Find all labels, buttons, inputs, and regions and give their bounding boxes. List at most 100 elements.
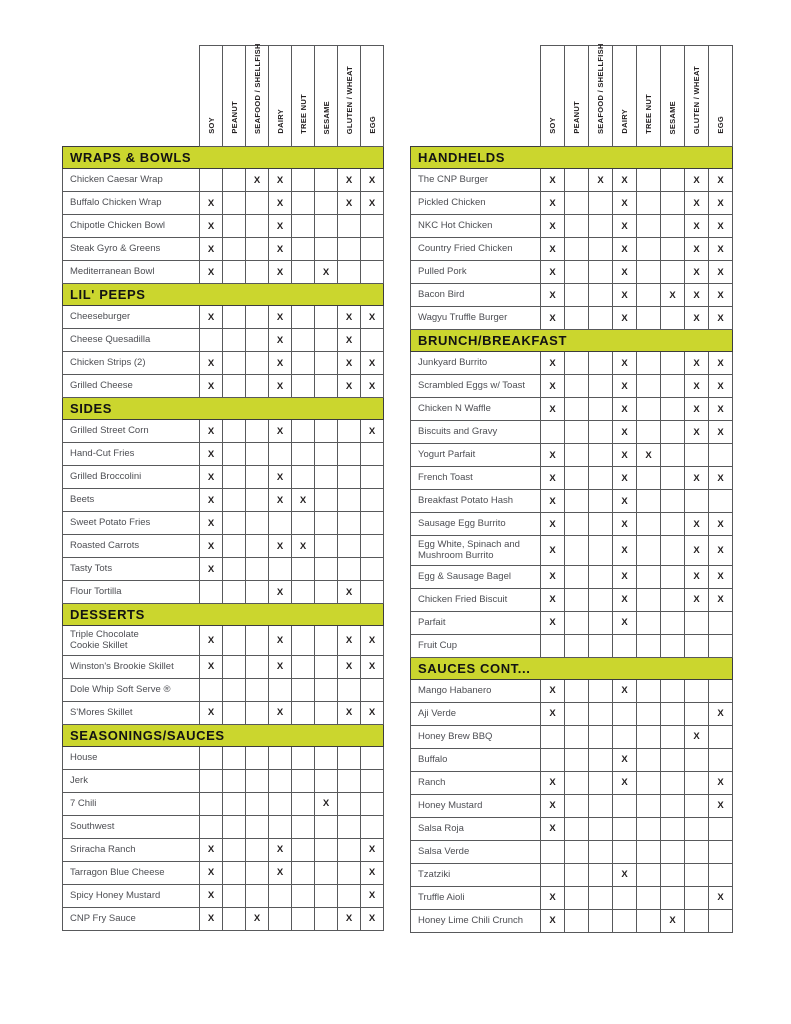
allergen-cell-peanut [222, 654, 246, 679]
allergen-cell-gluten_wheat [684, 747, 709, 772]
section-header: SEASONINGS/SAUCES [62, 723, 384, 747]
allergen-cell-sesame [660, 260, 685, 284]
allergen-cell-peanut [564, 816, 589, 841]
item-row: Honey Lime Chili Crunch X X [410, 908, 733, 933]
allergen-cell-peanut [222, 745, 246, 770]
allergen-cell-tree_nut [291, 214, 315, 238]
allergen-cell-gluten_wheat [684, 862, 709, 887]
item-label: Beets [62, 488, 200, 512]
allergen-cell-sesame [314, 654, 338, 679]
allergen-cell-seafood_shellfish [245, 814, 269, 839]
allergen-cell-soy: X [540, 610, 565, 635]
allergen-cell-seafood_shellfish [245, 791, 269, 816]
item-label: Cheese Quesadilla [62, 328, 200, 352]
allergen-cell-gluten_wheat: X [684, 397, 709, 421]
allergen-cell-seafood_shellfish [245, 745, 269, 770]
allergen-cell-tree_nut [291, 883, 315, 908]
allergen-cell-soy: X [199, 465, 223, 489]
allergen-cell-soy: X [199, 419, 223, 443]
section-band-row: SIDES [62, 397, 384, 420]
allergen-cell-soy: X [540, 587, 565, 612]
allergen-cell-sesame [660, 374, 685, 398]
item-row: Fruit Cup [410, 633, 733, 658]
allergen-cell-gluten_wheat: X [337, 168, 361, 192]
allergen-cell-peanut [564, 168, 589, 192]
item-row: Grilled Broccolini X X [62, 465, 384, 489]
allergen-cell-egg: X [360, 351, 384, 375]
allergen-cell-dairy: X [612, 214, 637, 238]
item-row: Beets X X X [62, 488, 384, 512]
allergen-cell-dairy [612, 885, 637, 910]
allergen-cell-sesame [660, 489, 685, 513]
allergen-cell-egg: X [708, 237, 733, 261]
allergen-cell-peanut [222, 442, 246, 466]
item-row: Chipotle Chicken Bowl X X [62, 214, 384, 238]
allergen-cell-tree_nut [636, 351, 661, 375]
allergen-cell-tree_nut: X [636, 443, 661, 467]
allergen-cell-gluten_wheat [684, 908, 709, 933]
allergen-cell-peanut [564, 443, 589, 467]
allergen-cell-peanut [564, 374, 589, 398]
allergen-cell-tree_nut [636, 678, 661, 703]
item-label: Spicy Honey Mustard [62, 883, 200, 908]
allergen-cell-tree_nut [291, 580, 315, 604]
item-label: Winston's Brookie Skillet [62, 654, 200, 679]
allergen-cell-egg [360, 214, 384, 238]
allergen-cell-tree_nut [636, 908, 661, 933]
column-header-label-soy: SOY [548, 117, 557, 134]
item-label: Hand-Cut Fries [62, 442, 200, 466]
allergen-cell-soy [540, 862, 565, 887]
allergen-cell-soy [199, 791, 223, 816]
allergen-cell-dairy [268, 745, 292, 770]
item-label: CNP Fry Sauce [62, 906, 200, 931]
item-label: Tarragon Blue Cheese [62, 860, 200, 885]
item-label: Mediterranean Bowl [62, 260, 200, 284]
allergen-cell-dairy: X [612, 374, 637, 398]
item-label: NKC Hot Chicken [410, 214, 541, 238]
allergen-cell-tree_nut [291, 419, 315, 443]
allergen-cell-sesame [314, 305, 338, 329]
item-row: Steak Gyro & Greens X X [62, 237, 384, 261]
allergen-cell-soy: X [540, 237, 565, 261]
item-row: Triple Chocolate Cookie Skillet X X X X [62, 625, 384, 656]
allergen-cell-dairy [268, 791, 292, 816]
allergen-cell-peanut [564, 724, 589, 749]
item-row: Tarragon Blue Cheese X X X [62, 860, 384, 885]
allergen-cell-peanut [564, 191, 589, 215]
allergen-cell-sesame [660, 443, 685, 467]
allergen-cell-gluten_wheat [337, 442, 361, 466]
item-row: 7 Chili X [62, 791, 384, 816]
item-label: Salsa Roja [410, 816, 541, 841]
allergen-cell-sesame [314, 557, 338, 581]
column-header-sesame: SESAME [660, 45, 685, 147]
allergen-cell-tree_nut [291, 168, 315, 192]
column-header-label-seafood_shellfish: SEAFOOD / SHELLFISH [252, 43, 262, 134]
allergen-cell-dairy: X [268, 214, 292, 238]
allergen-cell-sesame [660, 724, 685, 749]
section-header: BRUNCH/BREAKFAST [410, 329, 733, 352]
allergen-cell-soy: X [540, 397, 565, 421]
allergen-cell-egg [708, 633, 733, 658]
allergen-cell-sesame [660, 701, 685, 726]
item-label: Aji Verde [410, 701, 541, 726]
allergen-cell-soy: X [199, 260, 223, 284]
allergen-cell-tree_nut [636, 260, 661, 284]
allergen-cell-seafood_shellfish: X [245, 168, 269, 192]
allergen-cell-egg: X [708, 168, 733, 192]
allergen-cell-egg: X [360, 168, 384, 192]
allergen-cell-peanut [222, 374, 246, 398]
allergen-cell-soy: X [540, 885, 565, 910]
allergen-cell-dairy: X [612, 443, 637, 467]
allergen-cell-peanut [222, 677, 246, 702]
section-band-row: SEASONINGS/SAUCES [62, 723, 384, 747]
item-row: Egg & Sausage Bagel X X X X [410, 564, 733, 589]
allergen-cell-soy [199, 768, 223, 793]
section-band-row: HANDHELDS [410, 146, 733, 169]
allergen-cell-gluten_wheat [684, 816, 709, 841]
section-header: HANDHELDS [410, 146, 733, 169]
column-header-tree_nut: TREE NUT [291, 45, 315, 147]
column-header-label-sesame: SESAME [668, 100, 677, 134]
header-corner-spacer [62, 45, 200, 147]
allergen-cell-tree_nut [291, 860, 315, 885]
allergen-cell-tree_nut [636, 283, 661, 307]
